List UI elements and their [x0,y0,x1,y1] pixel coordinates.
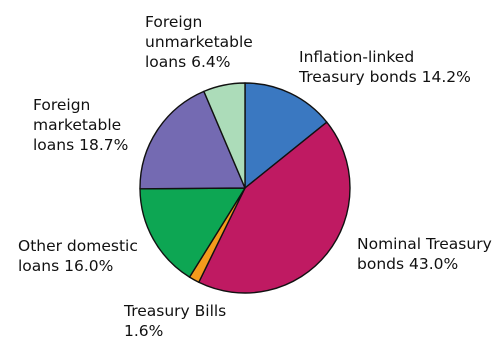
pie-label-line: Foreign [33,96,90,114]
pie-label-line: Foreign [145,13,202,31]
pie-labels: Inflation-linked Treasury bonds 14.2% Nomi… [18,13,492,338]
pie-label-foreign-marketable-loans: Foreign marketable loans 18.7% [33,96,128,154]
pie-label-line: Treasury bonds 14.2% [298,68,471,86]
pie-slice-foreign-unmarketable-loans [203,82,246,189]
pie-slice-inflation-linked-treasury-bonds [244,82,328,189]
pie-label-inflation-linked-treasury-bonds: Inflation-linked Treasury bonds 14.2% [298,48,471,86]
pie-label-treasury-bills: Treasury Bills 1.6% [123,302,226,338]
pie-label-line: marketable [33,116,121,134]
pie-label-line: Nominal Treasury [357,235,492,253]
pie-label-other-domestic-loans: Other domestic loans 16.0% [18,237,138,275]
pie-label-line: bonds 43.0% [357,255,458,273]
pie-label-line: loans 18.7% [33,136,128,154]
pie-label-nominal-treasury-bonds: Nominal Treasury bonds 43.0% [357,235,492,273]
pie-label-line: 1.6% [124,322,163,338]
pie-label-line: unmarketable [145,33,253,51]
pie-slice-nominal-treasury-bonds [198,121,351,294]
pie-label-line: Treasury Bills [123,302,226,320]
pie-label-foreign-unmarketable-loans: Foreign unmarketable loans 6.4% [145,13,253,71]
pie-label-line: loans 6.4% [145,53,231,71]
pie-label-line: loans 16.0% [18,257,113,275]
pie-slices [139,82,351,294]
pie-label-line: Inflation-linked [299,48,414,66]
pie-slice-other-domestic-loans [139,187,246,278]
pie-label-line: Other domestic [18,237,138,255]
pie-slice-foreign-marketable-loans [139,90,246,190]
